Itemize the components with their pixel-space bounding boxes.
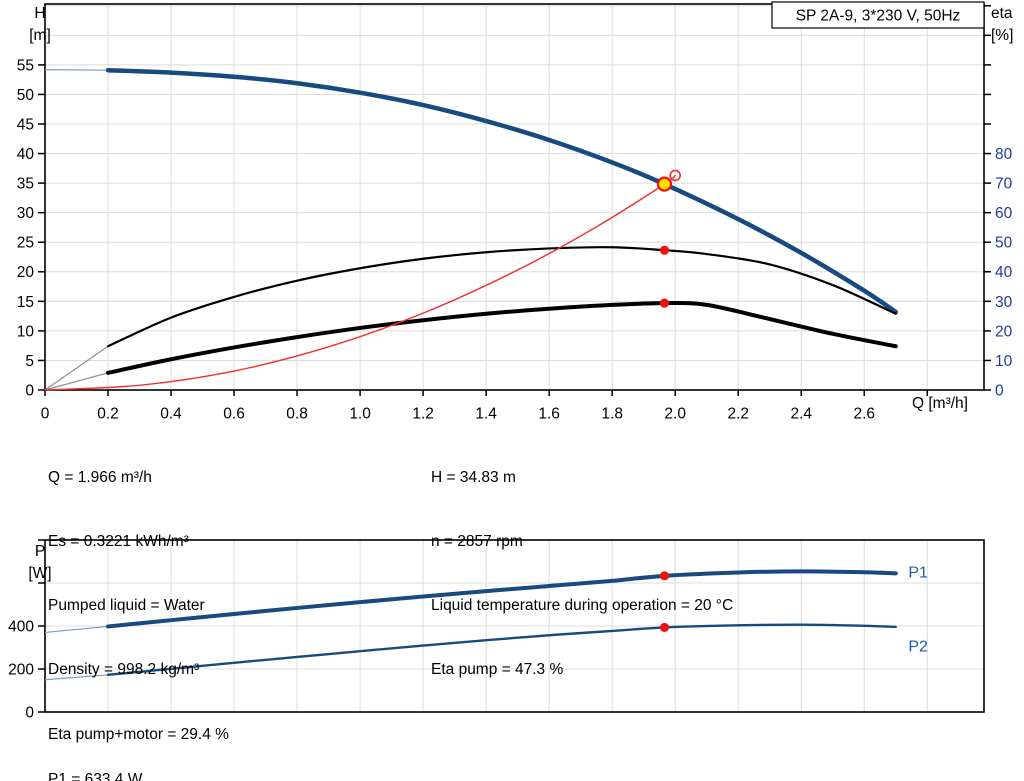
requested-duty-point[interactable] [669,169,682,182]
right-axis-tick-label: 10 [995,353,1013,370]
right-axis-tick-label: 80 [995,146,1013,163]
left-axis-tick-label: 30 [17,205,35,222]
eta-pump-point [659,245,670,255]
p2-curve [106,623,897,677]
left-axis-tick-label: 5 [25,353,34,370]
series-label-p1: P1 [908,565,928,582]
left-axis-tick-label: 50 [17,87,35,104]
left-axis-tick-label: 35 [17,176,34,193]
power-chart: 0 200 400 P [W] P1 P2 [8,539,985,721]
left-axis-tick-label: 0 [25,704,34,721]
system-curve [44,174,676,391]
x-axis-tick-label: 0.6 [223,406,245,423]
p1-point [659,571,670,581]
y-left-axis-title: H [34,5,45,22]
x-axis-tick-label: 1.6 [538,406,560,423]
hq-chart: 0 5 10 15 20 25 30 35 40 45 50 55 0 10 20 30 40 50 60 70 80 0… [17,1,1013,423]
pump-curve-lead [44,69,109,71]
eta-pump-curve-lead [44,345,109,391]
x-axis-tick-label: 2.4 [790,406,812,423]
pump-curve [105,67,899,315]
info-line-q: Q = 1.966 m³/h [48,468,152,486]
y-left-axis-title: P [35,543,45,560]
left-axis-tick-label: 0 [25,382,34,399]
right-axis-tick-label: 0 [995,382,1004,399]
p1-curve [106,569,898,629]
right-axis-tick-label: 20 [995,323,1013,340]
info-line-liquid: Pumped liquid = Water [48,597,205,615]
duty-point[interactable] [656,176,673,192]
eta-pump-curve [106,246,897,348]
p2-point [659,622,670,633]
power-values-block: P1 = 633.4 W P2 = 393.4 W [48,726,142,781]
left-axis-tick-label: 10 [17,323,35,340]
left-axis-tick-label: 200 [8,661,34,678]
p2-curve-lead [44,674,109,681]
y-left-axis-title: [W] [28,565,51,582]
x-axis-tick-label: 1.2 [412,406,434,423]
duty-info-right-column: H = 34.83 m n = 2857 rpm Liquid temperat… [431,424,733,724]
info-line-n: n = 2857 rpm [431,533,523,551]
x-axis-tick-label: 1.0 [349,406,371,423]
plot-border [44,3,985,391]
y-right-axis-title: eta [991,5,1013,22]
info-line-es: Es = 0.3221 kWh/m³ [48,533,189,551]
pump-model-label: SP 2A-9, 3*230 V, 50Hz [796,7,961,24]
eta-pump-motor-point [659,298,670,308]
info-line-h: H = 34.83 m [431,468,516,486]
pump-model-box [771,1,985,29]
right-axis-tick-label: 60 [995,205,1013,222]
eta-pump-motor-curve-lead [44,372,109,391]
info-line-eta-pm: Eta pump+motor = 29.4 % [48,725,229,743]
left-axis-tick-label: 40 [17,146,35,163]
x-axis-title: Q [m³/h] [912,395,968,412]
info-line-eta-pump: Eta pump = 47.3 % [431,661,564,679]
info-line-p1: P1 = 633.4 W [48,770,143,781]
right-axis-tick-label: 30 [995,294,1013,311]
x-axis-tick-label: 0.4 [160,406,182,423]
x-axis-tick-label: 0.2 [97,406,119,423]
eta-pump-motor-curve [106,300,898,375]
info-line-density: Density = 998.2 kg/m³ [48,661,200,679]
x-axis-tick-label: 2.2 [727,406,749,423]
x-axis-tick-label: 2.0 [664,406,686,423]
right-axis-tick-label: 40 [995,264,1013,281]
y-left-axis-title: [m] [29,27,51,44]
left-axis-tick-label: 20 [17,264,35,281]
x-axis-tick-label: 0.8 [286,406,308,423]
left-axis-tick-label: 15 [17,294,34,311]
x-axis-tick-label: 1.8 [601,406,623,423]
duty-info-left-column: Q = 1.966 m³/h Es = 0.3221 kWh/m³ Pumped… [48,424,229,781]
left-axis-tick-label: 400 [8,618,34,635]
right-axis-tick-label: 70 [995,176,1013,193]
info-line-temperature: Liquid temperature during operation = 20… [431,597,734,615]
left-axis-tick-label: 55 [17,57,34,74]
y-right-axis-title: [%] [991,27,1013,44]
p1-curve-lead [44,625,109,634]
x-axis-tick-label: 0 [41,406,50,423]
x-axis-tick-label: 2.6 [853,406,875,423]
left-axis-tick-label: 45 [17,116,34,133]
left-axis-tick-label: 25 [17,235,34,252]
series-label-p2: P2 [908,639,928,656]
x-axis-tick-label: 1.4 [475,406,497,423]
right-axis-tick-label: 50 [995,235,1013,252]
